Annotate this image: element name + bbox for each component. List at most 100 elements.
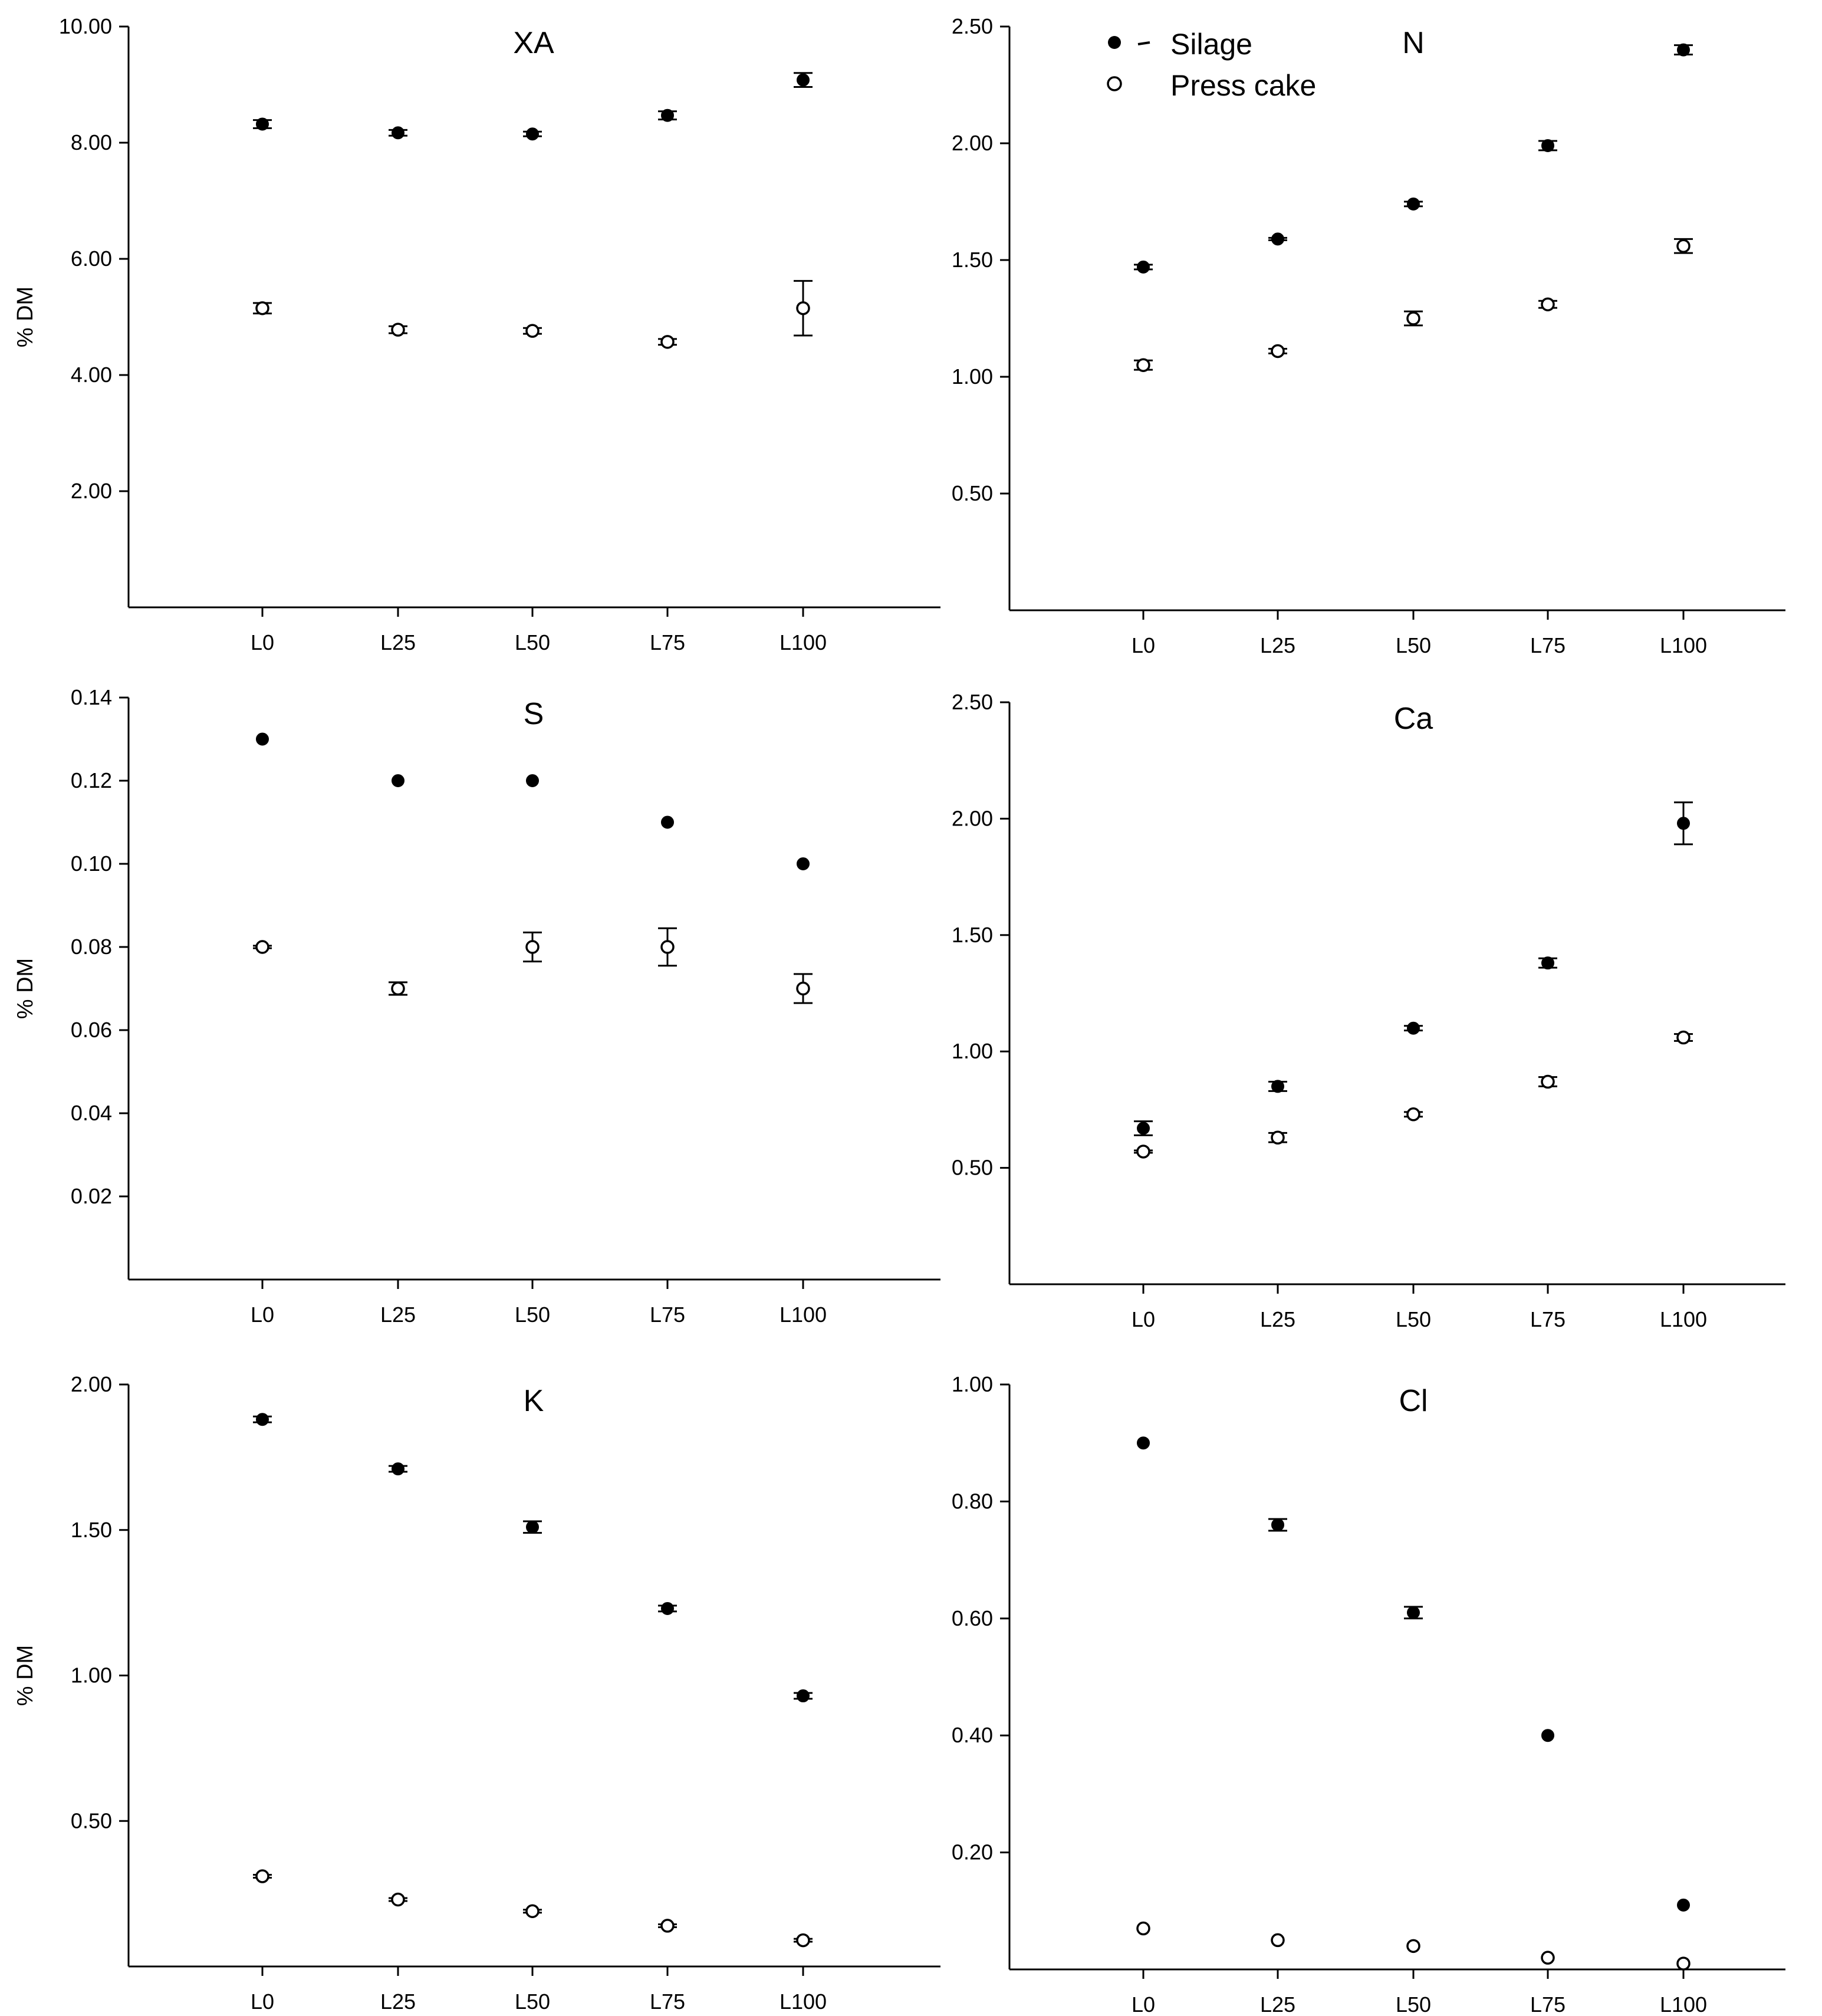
y-tick-label: 0.02 — [71, 1184, 112, 1208]
panel-k: 0.50 1.00 1.50 2.00 L0 L25 L50 L75 L100 K % DM — [13, 1372, 940, 2014]
y-tick-label: 1.50 — [952, 248, 993, 272]
x-tick-label: L25 — [1260, 633, 1295, 657]
x-tick-label: L100 — [1660, 633, 1707, 657]
y-tick-label: 8.00 — [71, 130, 112, 154]
x-tick-label: L100 — [780, 1303, 827, 1327]
data-point-silage — [392, 1462, 404, 1476]
data-point-silage — [526, 774, 539, 787]
data-point-silage — [1677, 43, 1690, 57]
panel-cl: 0.20 0.40 0.60 0.80 1.00 L0 L25 L50 L75 L100 Cl — [952, 1372, 1785, 2016]
x-tick-label: L50 — [515, 1303, 550, 1327]
data-point-press-cake — [1406, 1939, 1420, 1953]
x-tick-label: L75 — [650, 1989, 685, 2014]
data-point-press-cake — [660, 1919, 675, 1933]
y-tick-label: 6.00 — [71, 246, 112, 271]
data-point-press-cake — [796, 1933, 810, 1948]
legend: Silage Press cake — [1107, 28, 1316, 102]
x-tick-label: L25 — [380, 1303, 416, 1327]
x-tick-label: L25 — [380, 1989, 416, 2014]
y-tick-label: 2.00 — [952, 131, 993, 155]
data-point-silage — [797, 1689, 810, 1703]
data-point-press-cake — [525, 324, 540, 338]
data-point-silage — [797, 73, 810, 87]
y-tick-label: 2.00 — [952, 806, 993, 830]
y-tick-label: 4.00 — [71, 363, 112, 387]
legend-label-silage: Silage — [1170, 28, 1252, 61]
data-point-silage — [661, 108, 674, 122]
data-point-press-cake — [1136, 358, 1150, 372]
x-tick-label: L100 — [1660, 1992, 1707, 2016]
data-point-press-cake — [391, 981, 405, 996]
y-tick-label: 0.06 — [71, 1018, 112, 1042]
y-tick-label: 0.50 — [952, 1156, 993, 1180]
data-point-press-cake — [796, 981, 810, 996]
panel-s: 0.02 0.04 0.06 0.08 0.10 0.12 0.14 L0 L25 L50 L75 L… — [13, 685, 940, 1327]
data-point-silage — [1271, 1518, 1284, 1532]
data-point-press-cake — [1136, 1921, 1150, 1936]
panel-n: 0.50 1.00 1.50 2.00 2.50 L0 L25 L50 L75 L100 N — [952, 14, 1785, 657]
x-tick-label: L25 — [380, 630, 416, 655]
legend-line-silage — [1137, 41, 1150, 45]
x-tick-label: L50 — [1396, 1992, 1431, 2016]
panel-xa: 2.00 4.00 6.00 8.00 10.00 L0 L25 L50 L75 L100 XA % … — [13, 14, 940, 655]
x-tick-label: L25 — [1260, 1307, 1295, 1331]
x-tick-label: L50 — [515, 630, 550, 655]
data-point-press-cake — [391, 1892, 405, 1907]
legend-marker-press-cake — [1107, 76, 1122, 91]
y-tick-label: 0.10 — [71, 851, 112, 876]
data-point-press-cake — [255, 1869, 269, 1883]
data-point-press-cake — [1136, 1145, 1150, 1159]
y-axis-label: % DM — [13, 958, 38, 1019]
data-point-press-cake — [1676, 1956, 1691, 1971]
panels: 2.00 4.00 6.00 8.00 10.00 L0 L25 L50 L75 L100 XA % … — [13, 14, 1785, 2016]
y-axis-label: % DM — [13, 1645, 38, 1706]
y-tick-label: 0.20 — [952, 1840, 993, 1864]
data-point-press-cake — [1541, 297, 1555, 311]
data-point-silage — [256, 117, 269, 131]
data-point-press-cake — [1676, 1030, 1691, 1045]
x-tick-label: L0 — [1132, 633, 1155, 657]
x-tick-label: L75 — [650, 630, 685, 655]
x-tick-label: L75 — [1530, 633, 1566, 657]
data-point-press-cake — [1676, 239, 1691, 253]
y-tick-label: 10.00 — [59, 14, 112, 38]
x-tick-label: L0 — [251, 630, 274, 655]
data-point-silage — [1271, 232, 1284, 246]
data-point-silage — [1541, 1729, 1554, 1742]
data-point-silage — [526, 127, 539, 141]
panel-title: N — [1402, 26, 1425, 60]
data-point-silage — [392, 126, 404, 140]
data-point-press-cake — [1271, 344, 1285, 359]
data-point-press-cake — [660, 940, 675, 954]
data-point-silage — [526, 1520, 539, 1534]
y-tick-label: 2.00 — [71, 1372, 112, 1396]
y-tick-label: 0.40 — [952, 1723, 993, 1747]
data-point-press-cake — [660, 335, 675, 349]
data-point-silage — [1137, 1122, 1150, 1135]
panel-title: S — [524, 697, 544, 731]
data-point-silage — [256, 1413, 269, 1426]
data-point-press-cake — [255, 940, 269, 954]
data-point-silage — [661, 815, 674, 829]
data-point-silage — [1407, 1606, 1420, 1619]
data-point-silage — [661, 1601, 674, 1615]
y-tick-label: 0.12 — [71, 768, 112, 792]
data-point-silage — [392, 774, 404, 787]
panel-title: Cl — [1399, 1384, 1428, 1418]
data-point-press-cake — [391, 323, 405, 337]
data-point-silage — [1407, 1021, 1420, 1035]
y-tick-label: 1.00 — [952, 364, 993, 389]
y-tick-label: 1.00 — [71, 1663, 112, 1688]
y-tick-label: 0.08 — [71, 935, 112, 959]
panel-title: Ca — [1394, 702, 1433, 736]
x-tick-label: L0 — [251, 1989, 274, 2014]
data-point-silage — [797, 857, 810, 870]
x-tick-label: L0 — [1132, 1992, 1155, 2016]
data-point-press-cake — [796, 301, 810, 315]
y-tick-label: 1.00 — [952, 1372, 993, 1396]
y-axis-label: % DM — [13, 287, 38, 347]
data-point-silage — [1407, 197, 1420, 211]
x-tick-label: L75 — [1530, 1307, 1566, 1331]
panel-title: K — [524, 1384, 544, 1418]
data-point-silage — [1541, 956, 1554, 970]
